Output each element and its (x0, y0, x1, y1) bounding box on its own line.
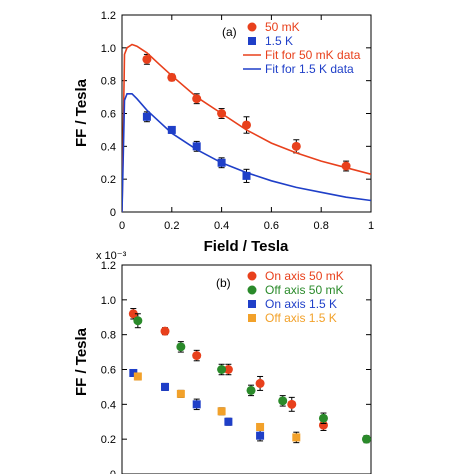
y-tick-label: 0.2 (101, 174, 116, 186)
legend-label: 50 mK (265, 20, 300, 34)
data-point (192, 142, 201, 151)
legend-label: Off axis 50 mK (265, 283, 343, 297)
data-point (217, 407, 226, 416)
panel-label: (b) (216, 276, 231, 290)
data-point (255, 378, 265, 388)
x-tick-label: 1 (368, 220, 374, 232)
data-point (223, 365, 233, 374)
legend-marker (247, 271, 257, 281)
panel-b: 0 0.2 0.4 0.6 0.8 1.0 1.2 FF / Tesla x 10⁻³ (b) On… (73, 250, 372, 474)
data-point (133, 316, 143, 326)
data-point (192, 351, 202, 361)
y-axis-label: FF / Tesla (73, 78, 90, 147)
x-tick-label: 0 (119, 220, 125, 232)
fit-line (122, 43, 371, 212)
data-point (291, 141, 301, 151)
y-tick-label: 1.0 (101, 43, 116, 55)
x-tick-label: 0.4 (214, 220, 229, 232)
y-tick-label: 1.0 (101, 295, 116, 307)
data-point (246, 385, 256, 395)
legend-label: Fit for 50 mK data (265, 48, 361, 62)
x-axis-multiplier: x 10⁻³ (96, 250, 127, 262)
legend-marker (248, 314, 256, 322)
data-point (242, 171, 251, 180)
panel-label: (a) (222, 25, 237, 39)
legend-marker (247, 22, 257, 32)
y-tick-label: 0.4 (101, 141, 116, 153)
data-point (142, 112, 151, 121)
x-axis-label: Field / Tesla (204, 238, 289, 255)
legend-label: Fit for 1.5 K data (265, 62, 354, 76)
x-tick-label: 0.2 (164, 220, 179, 232)
x-tick-label: 0.8 (314, 220, 329, 232)
data-layer (128, 308, 371, 444)
data-point (160, 326, 170, 336)
x-tick-label: 0.6 (264, 220, 279, 232)
data-point (318, 413, 328, 423)
data-point (176, 342, 186, 352)
legend-label: On axis 50 mK (265, 269, 344, 283)
data-layer (122, 43, 371, 212)
data-point (217, 365, 227, 374)
data-point (167, 72, 177, 82)
data-point (278, 396, 288, 406)
legend-marker (248, 300, 256, 308)
fit-line (122, 93, 371, 212)
legend-label: 1.5 K (265, 34, 293, 48)
y-tick-label: 0.2 (101, 434, 116, 446)
y-tick-label: 0.6 (101, 109, 116, 121)
y-tick-label: 0 (110, 207, 116, 219)
panel-a: 0 0.2 0.4 0.6 0.8 1.0 1.2 0 0.2 0.4 0.6 0.8 1 FF / Te… (73, 10, 374, 255)
data-point (142, 54, 152, 64)
legend-label: On axis 1.5 K (265, 297, 337, 311)
data-point (292, 433, 301, 442)
data-point (128, 309, 138, 319)
data-point (192, 400, 201, 409)
y-tick-label: 1.2 (101, 10, 116, 22)
data-point (192, 94, 202, 104)
data-point (242, 120, 251, 130)
data-point (161, 382, 170, 391)
y-tick-label: 1.2 (101, 260, 116, 272)
data-point (361, 434, 371, 444)
legend-marker (248, 37, 256, 45)
data-point (129, 368, 138, 377)
data-point (256, 431, 265, 440)
y-tick-label: 0.8 (101, 330, 116, 342)
y-tick-label: 0.6 (101, 365, 116, 377)
data-point (224, 417, 233, 426)
y-axis-label: FF / Tesla (73, 327, 90, 396)
y-tick-label: 0.8 (101, 76, 116, 88)
data-point (176, 389, 185, 398)
y-tick-label: 0 (110, 469, 116, 474)
data-point (318, 420, 328, 430)
legend-label: Off axis 1.5 K (265, 311, 337, 325)
data-point (256, 422, 265, 431)
legend-marker (247, 285, 257, 295)
data-point (287, 399, 297, 409)
data-point (167, 125, 176, 134)
y-tick-label: 0.4 (101, 399, 116, 411)
data-point (133, 372, 142, 381)
